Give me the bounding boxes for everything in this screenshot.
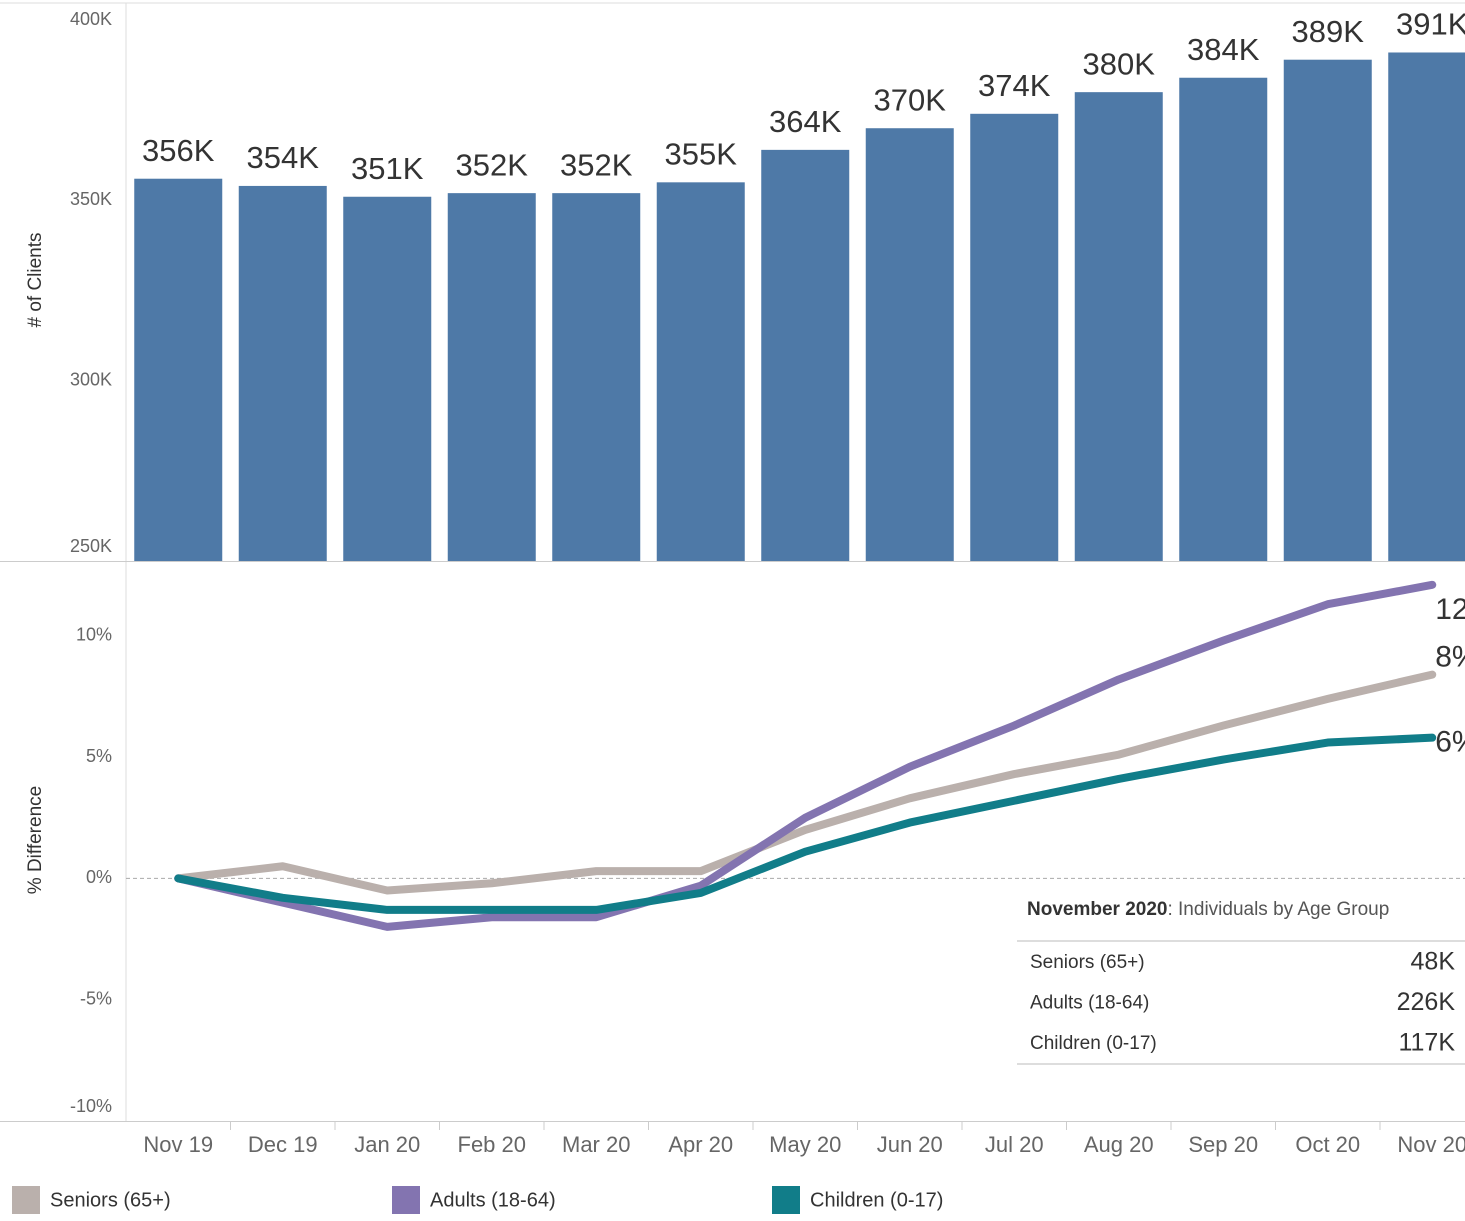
bar-value-label: 351K [351, 151, 424, 186]
bar-value-label: 352K [560, 147, 633, 182]
x-tick-label: May 20 [769, 1132, 841, 1157]
y-tick-label: 0% [86, 867, 112, 887]
bar-value-label: 389K [1292, 14, 1365, 49]
y-tick-label: 400K [70, 9, 112, 29]
bar-value-label: 364K [769, 104, 842, 139]
table-cell: 117K [1398, 1029, 1455, 1057]
bar [1283, 59, 1372, 562]
table-cell: 48K [1411, 948, 1456, 976]
y-tick-label: 300K [70, 369, 112, 389]
x-tick-label: Aug 20 [1084, 1132, 1154, 1157]
x-tick-label: Jun 20 [877, 1132, 943, 1157]
table-title-bold: November 2020 [1027, 899, 1167, 920]
legend-swatch [772, 1186, 800, 1214]
legend-swatch [12, 1186, 40, 1214]
bar [447, 193, 536, 561]
y-axis-title: # of Clients [25, 232, 46, 327]
legend-swatch [392, 1186, 420, 1214]
bar-value-label: 384K [1187, 32, 1260, 67]
line [174, 580, 1437, 931]
bar [238, 185, 327, 562]
x-tick-label: Apr 20 [668, 1132, 733, 1157]
legend-label: Children (0-17) [810, 1189, 943, 1211]
table-cell: Children (0-17) [1030, 1033, 1157, 1054]
y-tick-label: 350K [70, 189, 112, 209]
y-tick-label: 250K [70, 536, 112, 556]
table-cell: Seniors (65+) [1030, 952, 1145, 973]
legend-label: Seniors (65+) [50, 1189, 171, 1211]
bar-value-label: 391K [1396, 7, 1465, 42]
bar [552, 193, 641, 561]
bar [970, 113, 1059, 562]
line [174, 733, 1437, 914]
x-tick-label: Dec 19 [248, 1132, 318, 1157]
bar [1179, 77, 1268, 562]
bar [865, 128, 954, 561]
table-cell: 226K [1397, 988, 1456, 1016]
table-bg [1017, 888, 1465, 1064]
bar-value-label: 356K [142, 133, 215, 168]
bar [1388, 52, 1465, 561]
x-tick-label: Nov 20 [1397, 1132, 1465, 1157]
x-tick-label: Sep 20 [1188, 1132, 1258, 1157]
table-cell: Adults (18-64) [1030, 993, 1149, 1014]
line-end-label: 6% [1435, 726, 1465, 759]
y-tick-label: -5% [80, 988, 112, 1008]
x-tick-label: Nov 19 [143, 1132, 213, 1157]
line-end-label: 8% [1435, 641, 1465, 674]
table-title-rest: : Individuals by Age Group [1167, 899, 1389, 920]
legend-label: Adults (18-64) [430, 1189, 556, 1211]
bar-value-label: 374K [978, 68, 1051, 103]
y-axis-title: % Difference [25, 786, 46, 894]
x-tick-label: Jul 20 [985, 1132, 1044, 1157]
x-tick-label: Feb 20 [458, 1132, 527, 1157]
x-tick-label: Mar 20 [562, 1132, 630, 1157]
x-tick-label: Jan 20 [354, 1132, 420, 1157]
line [174, 670, 1437, 895]
bar [761, 149, 850, 562]
y-tick-label: -10% [70, 1096, 112, 1116]
bar-value-label: 354K [247, 140, 320, 175]
y-tick-label: 10% [76, 625, 112, 645]
bar [656, 182, 745, 562]
table-title: November 2020: Individuals by Age Group [1027, 899, 1389, 920]
line-end-label: 12% [1435, 593, 1465, 626]
bar-value-label: 380K [1083, 46, 1156, 81]
bar [343, 196, 432, 561]
x-tick-label: Oct 20 [1295, 1132, 1360, 1157]
bar [1074, 92, 1163, 562]
bar-value-label: 352K [456, 147, 529, 182]
bar-value-label: 370K [874, 82, 947, 117]
bar-value-label: 355K [665, 137, 738, 172]
bar [134, 178, 223, 561]
y-tick-label: 5% [86, 746, 112, 766]
